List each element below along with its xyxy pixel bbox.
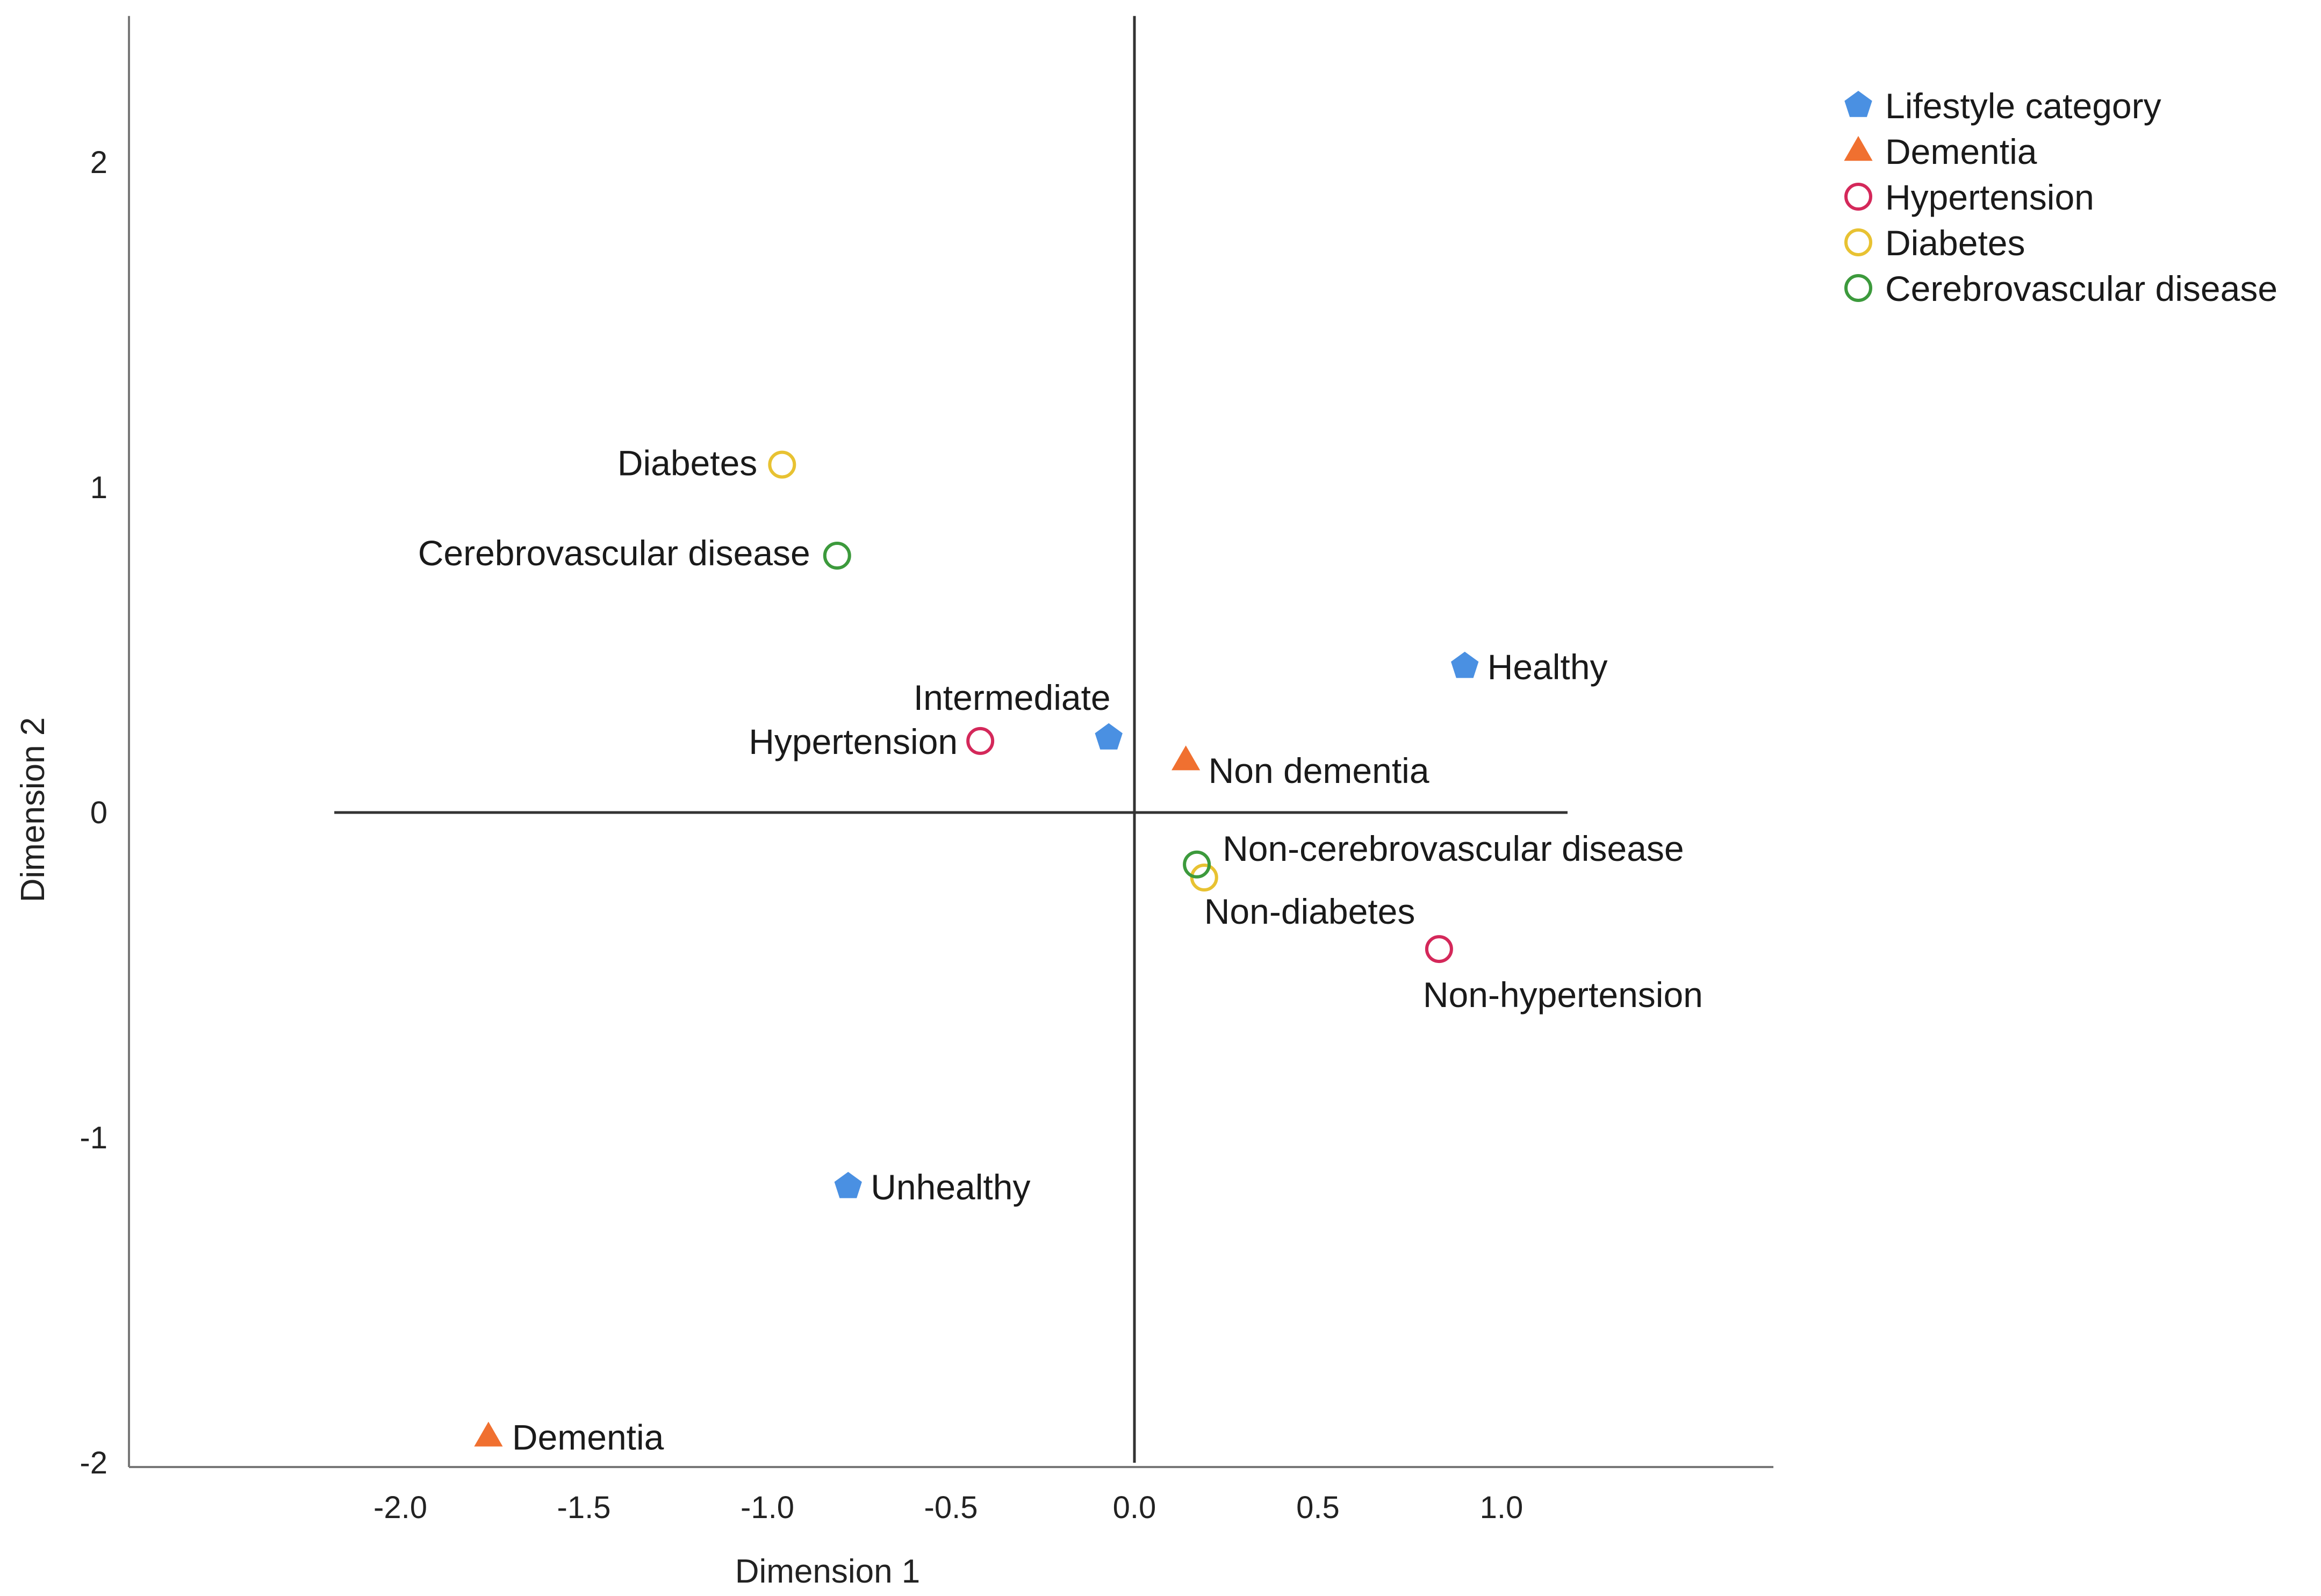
data-point-label: Non-cerebrovascular disease [1223, 829, 1684, 868]
legend-item: Lifestyle category [1844, 86, 2161, 126]
series-hypertension: Hypertension Non-hypertension [749, 722, 1703, 1015]
data-point-marker [823, 542, 851, 570]
data-point-marker [1425, 935, 1453, 964]
data-point-marker [1172, 745, 1201, 771]
data-point-marker [1451, 651, 1479, 678]
x-tick-label: -0.5 [924, 1490, 978, 1525]
x-tick-label: -2.0 [373, 1490, 427, 1525]
legend-label: Cerebrovascular disease [1885, 269, 2277, 308]
x-axis-title: Dimension 1 [735, 1553, 921, 1590]
data-point-label: Unhealthy [871, 1167, 1030, 1207]
data-point-label: Non-diabetes [1204, 892, 1415, 931]
x-tick-label: -1.5 [557, 1490, 611, 1525]
legend-item: Hypertension [1844, 177, 2094, 217]
y-tick-label: 1 [90, 470, 107, 505]
x-tick-label: 0.5 [1296, 1490, 1340, 1525]
data-point-label: Dementia [512, 1418, 664, 1457]
series-dementia: Non dementia Dementia [474, 745, 1429, 1457]
data-point-label: Cerebrovascular disease [418, 533, 810, 573]
x-tick-label: 0.0 [1113, 1490, 1156, 1525]
legend-marker [1844, 183, 1872, 211]
data-point-label: Hypertension [749, 722, 958, 761]
x-tick-label: 1.0 [1480, 1490, 1524, 1525]
legend-item: Cerebrovascular disease [1844, 269, 2277, 308]
axes [128, 16, 1773, 1468]
y-tick-label: -1 [80, 1120, 107, 1155]
legend-label: Lifestyle category [1885, 86, 2161, 126]
y-tick-label: 2 [90, 145, 107, 180]
legend-marker [1844, 274, 1872, 302]
data-point-marker [768, 450, 796, 479]
legend-label: Hypertension [1885, 177, 2094, 217]
legend-label: Diabetes [1885, 223, 2025, 263]
x-tick-label: -1.0 [741, 1490, 794, 1525]
data-point-label: Healthy [1488, 647, 1608, 687]
data-point-marker [1095, 723, 1123, 750]
data-point-label: Non dementia [1209, 751, 1429, 790]
y-tick-label: -2 [80, 1446, 107, 1480]
y-tick-label: 0 [90, 795, 107, 830]
series-lifestyle-category: Healthy Intermediate Unhealthy [834, 647, 1608, 1207]
series-diabetes: Diabetes Non-diabetes [617, 443, 1415, 931]
legend: Lifestyle category Dementia Hypertension Di… [1844, 86, 2277, 308]
data-point-marker [474, 1421, 503, 1447]
series-cerebrovascular-disease: Cerebrovascular disease Non-cerebrovascul… [418, 533, 1684, 879]
legend-marker [1844, 136, 1873, 161]
data-point-label: Non-hypertension [1423, 975, 1703, 1015]
legend-item: Dementia [1844, 132, 2037, 171]
data-point-label: Intermediate [914, 678, 1111, 717]
data-point-marker [834, 1171, 862, 1198]
reference-lines [334, 16, 1568, 1463]
legend-marker [1844, 228, 1872, 256]
legend-marker [1844, 91, 1872, 117]
data-point-marker [1183, 850, 1211, 879]
tick-labels: -2.0 -1.5 -1.0 -0.5 0.0 0.5 1.0 2 1 0 -1 -2 [80, 145, 1523, 1525]
data-point-marker [966, 727, 995, 755]
legend-item: Diabetes [1844, 223, 2025, 263]
y-axis-title: Dimension 2 [15, 717, 52, 903]
legend-label: Dementia [1885, 132, 2037, 171]
data-point-label: Diabetes [617, 443, 758, 483]
